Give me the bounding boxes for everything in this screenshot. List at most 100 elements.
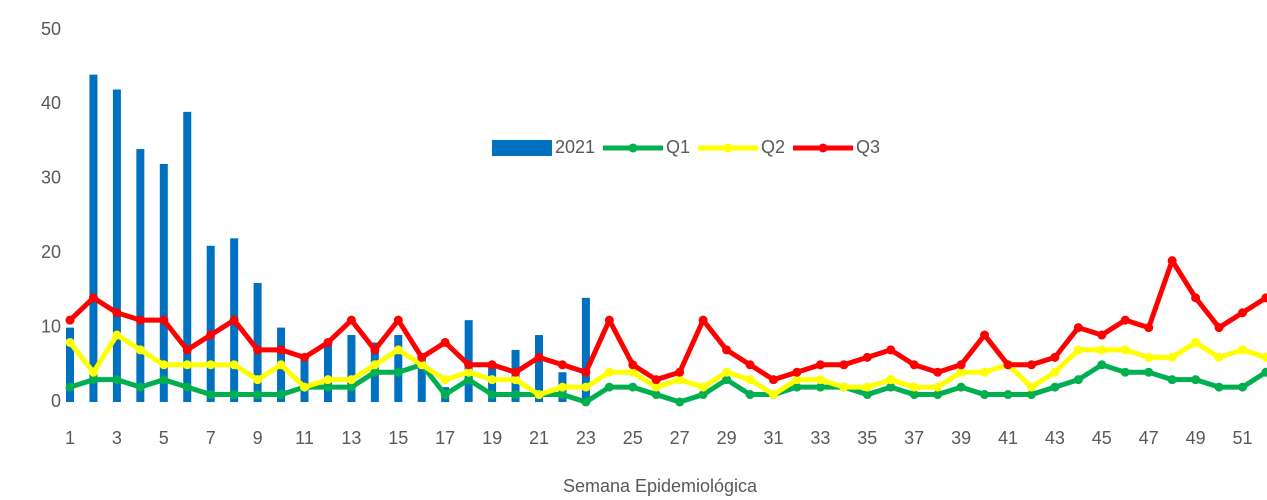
line-marker [604, 382, 614, 392]
x-tick-label: 35 [857, 428, 877, 448]
line-marker [1214, 382, 1224, 392]
line-marker [815, 360, 825, 370]
x-tick-label: 3 [112, 428, 122, 448]
line-marker [511, 390, 521, 400]
line-marker [253, 375, 263, 385]
line-marker [815, 382, 825, 392]
x-tick-label: 19 [482, 428, 502, 448]
line-marker [1261, 293, 1267, 303]
line-marker [886, 345, 896, 355]
line-marker [346, 375, 356, 385]
line-marker [1073, 345, 1083, 355]
line-marker [1167, 375, 1177, 385]
line [68, 332, 1267, 398]
bar [300, 357, 309, 402]
y-tick-label: 30 [41, 168, 61, 188]
line-marker [675, 367, 685, 377]
line-marker [1167, 256, 1177, 266]
line-marker [65, 337, 75, 347]
legend-label: Q1 [666, 137, 690, 157]
line-marker [253, 390, 263, 400]
bar [347, 335, 356, 402]
line-marker [323, 382, 333, 392]
line-marker [1214, 323, 1224, 333]
line-marker [112, 375, 122, 385]
line-marker [651, 390, 661, 400]
x-tick-label: 29 [717, 428, 737, 448]
line-marker [393, 367, 403, 377]
legend-label: Q3 [856, 137, 880, 157]
line-marker [933, 367, 943, 377]
line-marker [628, 382, 638, 392]
line-marker [1191, 293, 1201, 303]
line-marker [862, 390, 872, 400]
line-marker [65, 315, 75, 325]
line-marker [604, 367, 614, 377]
line-marker [229, 390, 239, 400]
line-marker [1261, 367, 1267, 377]
bar [66, 327, 74, 402]
line-marker [886, 382, 896, 392]
line-marker [675, 375, 685, 385]
line-marker [1003, 390, 1013, 400]
bar [253, 282, 262, 402]
x-tick-label: 39 [951, 428, 971, 448]
line-marker [182, 360, 192, 370]
x-tick-label: 21 [529, 428, 549, 448]
bar [136, 149, 145, 402]
line-marker [88, 367, 98, 377]
line-marker [886, 375, 896, 385]
line-marker [1097, 330, 1107, 340]
line-marker [839, 382, 849, 392]
line-marker [112, 330, 122, 340]
line-marker [229, 315, 239, 325]
line-marker [909, 360, 919, 370]
line-marker [300, 352, 309, 362]
line [69, 362, 1267, 405]
y-tick-label: 0 [51, 391, 61, 411]
y-tick-label: 10 [41, 316, 61, 336]
bar [206, 245, 215, 402]
line-marker [956, 367, 966, 377]
line-marker [417, 360, 427, 370]
line-marker [769, 390, 778, 400]
x-tick-label: 33 [810, 428, 830, 448]
x-tick-label: 11 [295, 428, 314, 448]
line-marker [276, 390, 286, 400]
line-marker [1214, 352, 1224, 362]
line-marker [370, 360, 380, 370]
bar [112, 89, 121, 403]
line-marker [370, 345, 380, 355]
x-tick-label: 51 [1232, 428, 1252, 448]
line-marker [182, 345, 192, 355]
line-marker [346, 315, 356, 325]
line-marker [980, 330, 990, 340]
line-marker [417, 352, 427, 362]
x-axis-label: Semana Epidemiológica [563, 476, 758, 496]
line-marker [159, 360, 169, 370]
legend-swatch-marker [723, 143, 733, 153]
x-tick-label: 25 [623, 428, 643, 448]
line-marker [135, 345, 145, 355]
x-tick-label: 45 [1092, 428, 1112, 448]
line-marker [628, 367, 638, 377]
line-marker [1191, 375, 1201, 385]
line-marker [440, 337, 450, 347]
line-marker [464, 367, 474, 377]
line-marker [159, 375, 169, 385]
line-marker [1073, 323, 1083, 333]
line-marker [1144, 323, 1154, 333]
line-marker [745, 375, 755, 385]
legend-swatch-marker [628, 143, 638, 153]
line-marker [112, 308, 122, 318]
line-marker [1026, 390, 1036, 400]
line-marker [1097, 345, 1107, 355]
line-marker [1003, 360, 1013, 370]
line-marker [370, 367, 380, 377]
line-marker [1238, 345, 1247, 355]
line-marker [206, 360, 216, 370]
legend-swatch-marker [818, 143, 828, 153]
line-marker [745, 360, 755, 370]
line-marker [1097, 360, 1107, 370]
